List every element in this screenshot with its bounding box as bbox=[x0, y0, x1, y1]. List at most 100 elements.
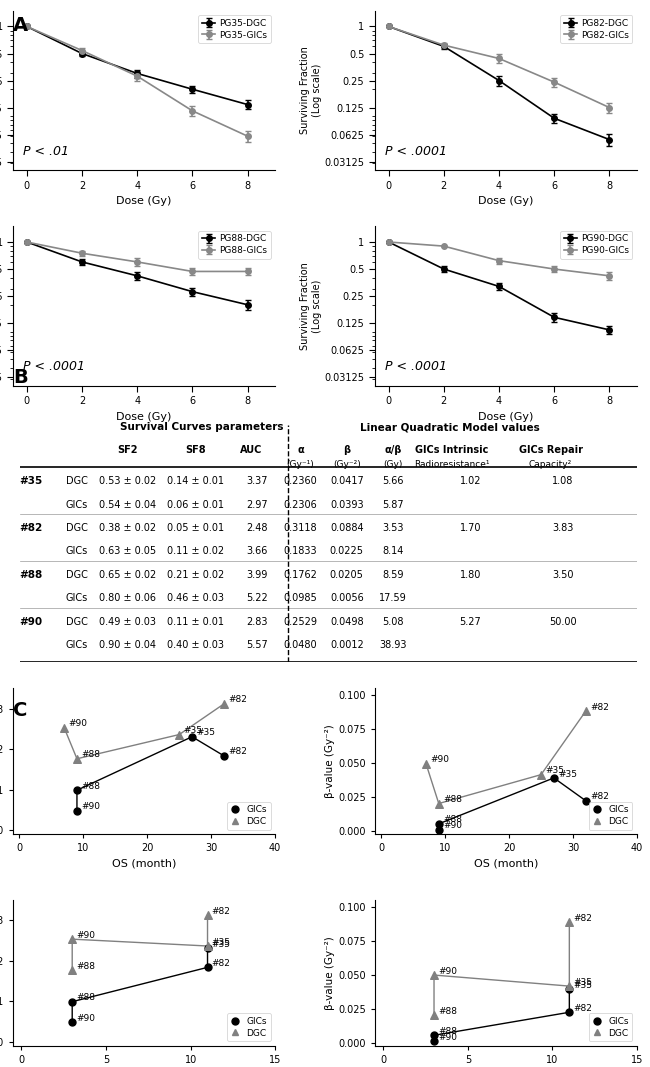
Text: 0.0012: 0.0012 bbox=[330, 640, 363, 650]
Text: B: B bbox=[13, 368, 28, 387]
Legend: GICs, DGC: GICs, DGC bbox=[588, 1014, 632, 1041]
Text: (Gy): (Gy) bbox=[384, 460, 403, 468]
Text: 5.87: 5.87 bbox=[382, 499, 404, 510]
X-axis label: Dose (Gy): Dose (Gy) bbox=[478, 412, 534, 421]
Point bbox=[202, 959, 213, 976]
Text: 8.59: 8.59 bbox=[382, 570, 404, 580]
Point bbox=[564, 1004, 575, 1021]
Text: 2.97: 2.97 bbox=[246, 499, 268, 510]
Text: #88: #88 bbox=[81, 782, 100, 791]
Point bbox=[202, 907, 213, 924]
Text: Capacity²: Capacity² bbox=[529, 460, 572, 468]
Text: 5.22: 5.22 bbox=[246, 593, 268, 603]
Point bbox=[564, 914, 575, 931]
Text: DGC: DGC bbox=[66, 476, 88, 487]
Legend: GICs, DGC: GICs, DGC bbox=[227, 801, 270, 830]
Text: #82: #82 bbox=[212, 907, 231, 915]
Text: 0.1762: 0.1762 bbox=[283, 570, 317, 580]
Legend: PG88-DGC, PG88-GICs: PG88-DGC, PG88-GICs bbox=[198, 230, 270, 258]
Text: Linear Quadratic Model values: Linear Quadratic Model values bbox=[360, 423, 540, 432]
Text: 0.2529: 0.2529 bbox=[283, 617, 317, 626]
Text: 0.0393: 0.0393 bbox=[330, 499, 363, 510]
Text: #82: #82 bbox=[212, 959, 231, 968]
Y-axis label: Surviving Fraction
(Log scale): Surviving Fraction (Log scale) bbox=[300, 262, 322, 350]
Text: Survival Curves parameters: Survival Curves parameters bbox=[120, 423, 283, 432]
Text: #88: #88 bbox=[76, 993, 96, 1002]
X-axis label: OS (month): OS (month) bbox=[474, 859, 538, 869]
Y-axis label: β-value (Gy⁻²): β-value (Gy⁻²) bbox=[325, 936, 335, 1009]
Text: GICs: GICs bbox=[66, 593, 88, 603]
Text: α: α bbox=[297, 445, 304, 455]
Legend: PG82-DGC, PG82-GICs: PG82-DGC, PG82-GICs bbox=[560, 15, 632, 43]
X-axis label: Dose (Gy): Dose (Gy) bbox=[478, 196, 534, 206]
Text: #88: #88 bbox=[76, 961, 96, 971]
Point bbox=[429, 967, 439, 984]
Text: 5.27: 5.27 bbox=[460, 617, 481, 626]
Text: 0.0205: 0.0205 bbox=[330, 570, 364, 580]
Text: 0.38 ± 0.02: 0.38 ± 0.02 bbox=[99, 523, 156, 534]
Legend: PG90-DGC, PG90-GICs: PG90-DGC, PG90-GICs bbox=[560, 230, 632, 258]
Text: #88: #88 bbox=[20, 570, 43, 580]
Text: 0.14 ± 0.01: 0.14 ± 0.01 bbox=[167, 476, 224, 487]
Point bbox=[72, 750, 82, 767]
Text: #90: #90 bbox=[438, 1033, 457, 1041]
Point bbox=[580, 702, 591, 719]
Text: β: β bbox=[343, 445, 350, 455]
Text: GICs: GICs bbox=[66, 499, 88, 510]
Text: #82: #82 bbox=[573, 914, 592, 923]
Text: #90: #90 bbox=[438, 967, 457, 975]
Text: 3.83: 3.83 bbox=[552, 523, 573, 534]
Text: GICs Repair: GICs Repair bbox=[519, 445, 582, 455]
Text: GICs: GICs bbox=[66, 546, 88, 557]
Text: P < .01: P < .01 bbox=[23, 144, 70, 158]
Text: 50.00: 50.00 bbox=[549, 617, 577, 626]
X-axis label: OS (month): OS (month) bbox=[112, 859, 176, 869]
Text: #35: #35 bbox=[212, 940, 231, 949]
Text: #90: #90 bbox=[68, 719, 87, 729]
Text: #90: #90 bbox=[430, 755, 449, 764]
Text: 0.80 ± 0.06: 0.80 ± 0.06 bbox=[99, 593, 156, 603]
Text: #90: #90 bbox=[443, 822, 462, 830]
Text: 0.0985: 0.0985 bbox=[283, 593, 317, 603]
Text: 38.93: 38.93 bbox=[380, 640, 407, 650]
Point bbox=[429, 1033, 439, 1050]
Text: 5.66: 5.66 bbox=[382, 476, 404, 487]
Point bbox=[219, 747, 229, 764]
Text: 0.1833: 0.1833 bbox=[283, 546, 317, 557]
Legend: PG35-DGC, PG35-GICs: PG35-DGC, PG35-GICs bbox=[198, 15, 270, 43]
Text: 0.0498: 0.0498 bbox=[330, 617, 363, 626]
Text: 3.50: 3.50 bbox=[552, 570, 574, 580]
Point bbox=[67, 930, 77, 947]
X-axis label: Dose (Gy): Dose (Gy) bbox=[116, 412, 172, 421]
Text: 0.46 ± 0.03: 0.46 ± 0.03 bbox=[167, 593, 224, 603]
Text: #82: #82 bbox=[573, 1004, 592, 1013]
Text: 17.59: 17.59 bbox=[379, 593, 407, 603]
Text: 0.53 ± 0.02: 0.53 ± 0.02 bbox=[99, 476, 156, 487]
Text: #35: #35 bbox=[212, 938, 231, 946]
Text: #35: #35 bbox=[558, 769, 577, 779]
Text: 1.70: 1.70 bbox=[460, 523, 481, 534]
Text: 3.66: 3.66 bbox=[246, 546, 268, 557]
Text: 0.06 ± 0.01: 0.06 ± 0.01 bbox=[167, 499, 224, 510]
Point bbox=[536, 766, 546, 783]
Legend: GICs, DGC: GICs, DGC bbox=[227, 1014, 270, 1041]
Point bbox=[67, 961, 77, 978]
Text: #82: #82 bbox=[228, 696, 247, 704]
Text: #88: #88 bbox=[81, 750, 100, 760]
Text: #35: #35 bbox=[573, 977, 593, 987]
X-axis label: Dose (Gy): Dose (Gy) bbox=[116, 196, 172, 206]
Point bbox=[564, 977, 575, 994]
Text: SF2: SF2 bbox=[117, 445, 138, 455]
Text: #90: #90 bbox=[76, 930, 96, 940]
Text: 0.0225: 0.0225 bbox=[330, 546, 364, 557]
Text: P < .0001: P < .0001 bbox=[385, 360, 447, 373]
Text: Radioresistance¹: Radioresistance¹ bbox=[414, 460, 489, 468]
Text: P < .0001: P < .0001 bbox=[23, 360, 86, 373]
Text: DGC: DGC bbox=[66, 617, 88, 626]
Text: 0.54 ± 0.04: 0.54 ± 0.04 bbox=[99, 499, 156, 510]
Point bbox=[434, 822, 444, 839]
Text: #88: #88 bbox=[438, 1026, 457, 1036]
Text: 1.80: 1.80 bbox=[460, 570, 481, 580]
Point bbox=[564, 981, 575, 998]
Text: 0.11 ± 0.02: 0.11 ± 0.02 bbox=[167, 546, 224, 557]
